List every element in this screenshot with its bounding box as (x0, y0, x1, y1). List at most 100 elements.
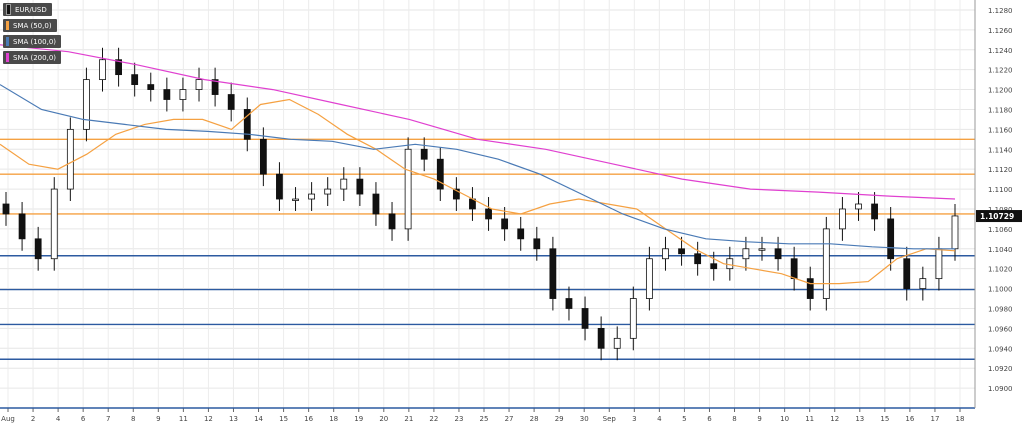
x-tick-label: Sep (603, 415, 617, 423)
y-tick-label: 1.1100 (988, 186, 1013, 194)
candle-down (485, 208, 492, 220)
y-tick-label: 1.1180 (988, 106, 1013, 114)
candle-up (919, 278, 927, 289)
candle-up (340, 178, 348, 190)
y-tick-label: 1.0960 (988, 325, 1013, 333)
x-tick-label: 21 (404, 415, 413, 423)
y-tick-label: 1.1040 (988, 246, 1013, 254)
candles (2, 47, 959, 361)
sma-line-500 (0, 98, 956, 285)
x-tick-label: 18 (956, 415, 965, 423)
legend-swatch (6, 4, 11, 15)
candle-down (694, 253, 702, 265)
x-tick-label: 2 (31, 415, 35, 423)
x-tick-label: 28 (530, 415, 539, 423)
y-tick-label: 1.1160 (988, 126, 1013, 134)
candle-up (662, 248, 669, 260)
x-tick-label: 19 (354, 415, 363, 423)
legend-label: SMA (200,0) (13, 53, 56, 62)
candle-up (742, 248, 750, 260)
candle-up (935, 248, 943, 280)
candle-down (163, 89, 171, 100)
candle-up (83, 79, 90, 130)
x-tick-label: 10 (780, 415, 789, 423)
candle-down (243, 109, 251, 140)
y-tick-label: 1.1280 (988, 7, 1013, 15)
candle-down (597, 327, 605, 349)
x-tick-label: Aug (1, 415, 15, 423)
candle-up (66, 128, 74, 190)
legend-item-price[interactable]: EUR/USD (3, 3, 52, 16)
x-tick-label: 4 (56, 415, 61, 423)
x-tick-label: 5 (682, 415, 686, 423)
candle-down (131, 74, 139, 85)
candle-up (179, 89, 187, 100)
x-tick-label: 4 (657, 415, 662, 423)
y-tick-label: 1.0920 (988, 365, 1013, 373)
candle-up (839, 208, 846, 230)
x-tick-label: 6 (707, 415, 712, 423)
x-tick-label: 9 (156, 415, 160, 423)
x-tick-label: 8 (732, 415, 736, 423)
x-tick-label: 13 (229, 415, 238, 423)
candle-up (613, 337, 621, 349)
candle-down (517, 228, 525, 240)
candle-down (227, 94, 235, 110)
candle-down (581, 308, 589, 329)
x-tick-label: 16 (905, 415, 914, 423)
candle-down (501, 218, 509, 230)
x-tick-label: 23 (454, 415, 463, 423)
x-tick-label: 11 (805, 415, 814, 423)
legend-item-sma200[interactable]: SMA (200,0) (3, 51, 61, 64)
candle-down (211, 79, 219, 95)
x-tick-label: 16 (304, 415, 313, 423)
legend-item-sma100[interactable]: SMA (100,0) (3, 35, 61, 48)
y-tick-label: 1.1120 (988, 166, 1013, 174)
current-price-tag (976, 210, 1022, 223)
x-tick-label: 8 (131, 415, 135, 423)
y-tick-label: 1.1140 (988, 146, 1013, 154)
legend-swatch (6, 37, 9, 46)
candle-up (99, 59, 106, 81)
legend-item-sma50[interactable]: SMA (50,0) (3, 19, 57, 32)
candle-up (951, 215, 959, 250)
legend-label: SMA (100,0) (13, 37, 56, 46)
candle-up (308, 193, 316, 200)
y-tick-label: 1.0940 (988, 345, 1013, 353)
legend: EUR/USD SMA (50,0) SMA (100,0) SMA (200,… (3, 3, 61, 67)
candle-up (195, 79, 203, 90)
candle-up (855, 203, 862, 210)
candle-down (452, 188, 460, 200)
candle-down (871, 203, 878, 220)
x-tick-label: 6 (81, 415, 86, 423)
x-tick-label: 12 (204, 415, 213, 423)
x-tick-label: 7 (106, 415, 110, 423)
candle-up (645, 258, 653, 299)
x-tick-label: 22 (429, 415, 438, 423)
candle-down (259, 138, 267, 175)
legend-label: EUR/USD (15, 5, 47, 14)
candle-down (420, 148, 428, 160)
moving-averages (0, 44, 956, 285)
x-tick-label: 18 (329, 415, 338, 423)
candle-down (790, 258, 798, 280)
candle-up (629, 298, 637, 339)
y-tick-label: 1.1220 (988, 67, 1013, 75)
candle-down (18, 213, 26, 240)
candle-down (710, 263, 718, 270)
candle-down (774, 248, 782, 260)
candle-down (2, 203, 10, 215)
candle-down (115, 59, 122, 76)
candle-down (887, 218, 895, 260)
candle-down (533, 238, 541, 250)
y-tick-label: 1.1240 (988, 47, 1013, 55)
x-tick-label: 14 (254, 415, 263, 423)
sma-line-100 (0, 84, 955, 250)
candle-down (678, 248, 685, 255)
x-tick-label: 15 (279, 415, 288, 423)
candle-down (34, 238, 42, 260)
y-tick-label: 1.1260 (988, 27, 1013, 35)
x-tick-label: 13 (855, 415, 864, 423)
legend-label: SMA (50,0) (13, 21, 52, 30)
